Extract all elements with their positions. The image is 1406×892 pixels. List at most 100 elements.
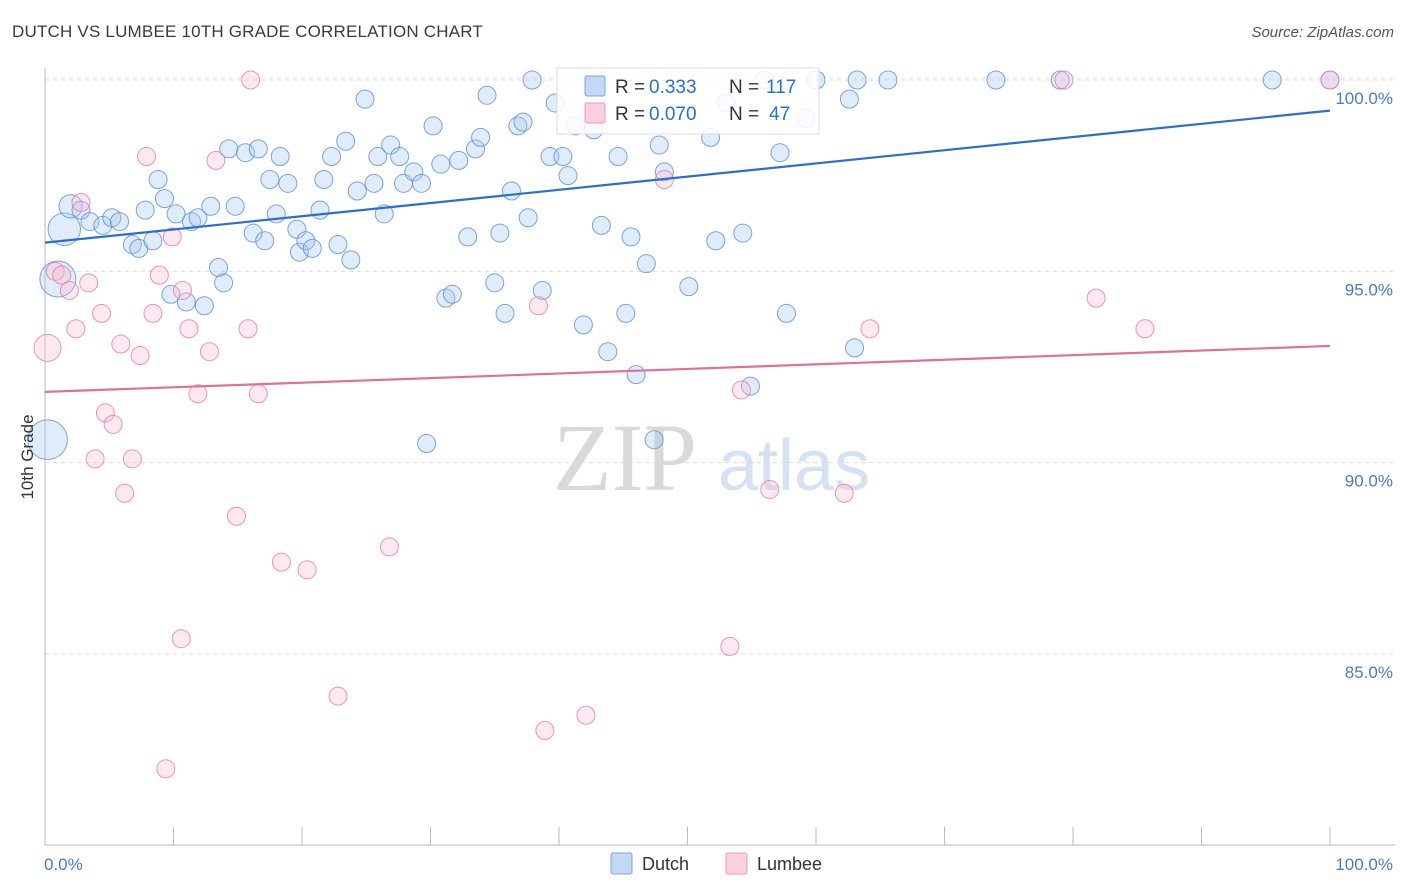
dutch-n-value: 117 — [766, 77, 796, 98]
trend-lines — [44, 109, 1331, 393]
lumbee-point — [122, 449, 142, 469]
y-tick-label: 85.0% — [1345, 663, 1393, 682]
lumbee-point — [71, 192, 91, 212]
dutch-point — [161, 284, 181, 304]
dutch-point — [465, 139, 485, 159]
chart-title: DUTCH VS LUMBEE 10TH GRADE CORRELATION C… — [12, 22, 484, 41]
stats-legend: R = 0.333 N = 117 R = 0.070 N = 47 — [556, 67, 820, 135]
lumbee-point — [111, 334, 131, 354]
dutch-point — [431, 154, 451, 174]
dutch-point — [522, 70, 542, 90]
gridlines — [45, 77, 1395, 655]
dutch-point — [477, 85, 497, 105]
dutch-point — [616, 303, 636, 323]
dutch-point — [390, 147, 410, 167]
lumbee-swatch — [584, 102, 606, 124]
lumbee-point — [199, 342, 219, 362]
dutch-n-label: N = — [729, 77, 759, 98]
dutch-swatch — [584, 75, 606, 97]
y-tick-label: 95.0% — [1345, 280, 1393, 299]
dutch-point — [39, 260, 77, 298]
dutch-point — [839, 89, 859, 109]
dutch-point — [706, 231, 726, 251]
legend-lumbee-swatch — [725, 852, 748, 875]
series-legend: Dutch Lumbee — [610, 852, 822, 875]
y-tick-label: 90.0% — [1345, 472, 1393, 491]
lumbee-point — [1320, 70, 1340, 90]
dutch-point — [878, 70, 898, 90]
dutch-point — [355, 89, 375, 109]
lumbee-point — [79, 273, 99, 293]
lumbee-point — [206, 150, 226, 170]
lumbee-point — [59, 280, 79, 300]
watermark-atlas: atlas — [718, 426, 870, 506]
dutch-point — [322, 147, 342, 167]
x-tick-label-min: 0.0% — [44, 855, 83, 874]
dutch-point — [296, 231, 316, 251]
lumbee-point — [1054, 70, 1074, 90]
dutch-point — [225, 196, 245, 216]
dutch-point — [598, 342, 618, 362]
dutch-r-value: 0.333 — [649, 77, 697, 98]
dutch-point — [458, 227, 478, 247]
lumbee-point — [1135, 319, 1155, 339]
dutch-point — [201, 196, 221, 216]
dutch-point — [532, 280, 552, 300]
dutch-point — [135, 200, 155, 220]
lumbee-point — [115, 483, 135, 503]
lumbee-point — [85, 449, 105, 469]
dutch-point — [255, 231, 275, 251]
lumbee-point — [379, 537, 399, 557]
dutch-point — [1262, 70, 1282, 90]
y-tick-labels: 85.0% 90.0% 95.0% 100.0% — [1335, 89, 1393, 682]
dutch-point — [679, 277, 699, 297]
lumbee-point — [576, 705, 596, 725]
lumbee-point — [137, 147, 157, 167]
dutch-point — [847, 70, 867, 90]
lumbee-point — [241, 70, 261, 90]
x-tick-label-max: 100.0% — [1335, 855, 1393, 874]
lumbee-point — [33, 333, 62, 362]
dutch-point — [636, 254, 656, 274]
y-tick-label: 100.0% — [1335, 89, 1393, 108]
dutch-point — [80, 212, 100, 232]
lumbee-point — [834, 483, 854, 503]
dutch-point — [341, 250, 361, 270]
dutch-point — [110, 212, 130, 232]
lumbee-point — [528, 296, 548, 316]
dutch-point — [776, 303, 796, 323]
dutch-point — [166, 204, 186, 224]
lumbee-point — [188, 384, 208, 404]
dutch-point — [336, 131, 356, 151]
dutch-point — [986, 70, 1006, 90]
lumbee-point — [760, 479, 780, 499]
dutch-point — [649, 135, 669, 155]
lumbee-point — [248, 384, 268, 404]
dutch-point — [508, 116, 528, 136]
dutch-point — [58, 194, 83, 219]
dutch-point — [621, 227, 641, 247]
dutch-point — [558, 166, 578, 186]
dutch-point — [364, 173, 384, 193]
lumbee-point — [103, 414, 123, 434]
dutch-point — [591, 215, 611, 235]
lumbee-point — [535, 721, 555, 741]
lumbee-point — [860, 319, 880, 339]
dutch-point — [553, 147, 573, 167]
dutch-point — [248, 139, 268, 159]
dutch-point — [143, 231, 163, 251]
dutch-point — [471, 127, 491, 147]
dutch-point — [513, 112, 533, 132]
dutch-point — [845, 338, 865, 358]
lumbee-point — [130, 346, 150, 366]
dutch-point — [417, 434, 437, 454]
dutch-point — [485, 273, 505, 293]
dutch-point — [770, 143, 790, 163]
dutch-point — [278, 173, 298, 193]
lumbee-point — [297, 560, 317, 580]
dutch-point — [442, 284, 462, 304]
dutch-point — [148, 169, 168, 189]
dutch-point — [368, 147, 388, 167]
dutch-point — [208, 258, 228, 278]
